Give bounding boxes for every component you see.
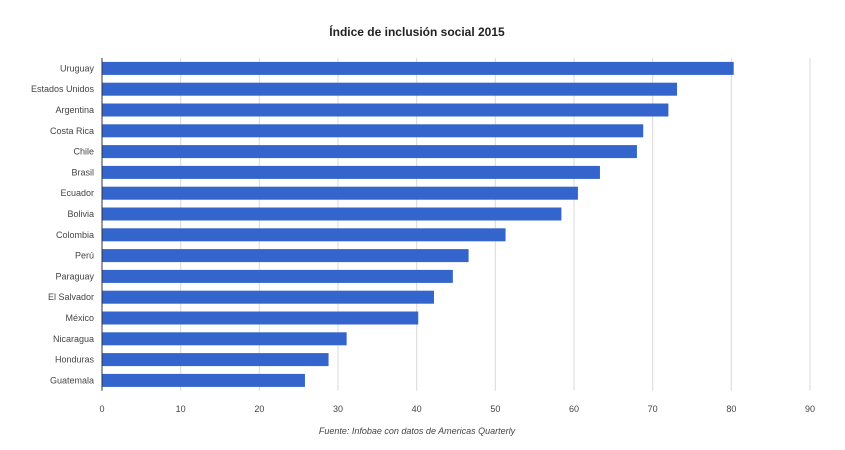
bar xyxy=(102,103,669,117)
chart-title: Índice de inclusión social 2015 xyxy=(329,24,505,39)
bar xyxy=(102,124,644,138)
x-tick-label: 40 xyxy=(412,404,422,414)
category-labels: Uruguay Estados Unidos Argentina Costa Rica… xyxy=(31,63,95,385)
bar xyxy=(102,290,434,304)
category-label: Perú xyxy=(75,251,94,261)
bar xyxy=(102,82,678,96)
category-label: Ecuador xyxy=(60,188,94,198)
x-tick-label: 10 xyxy=(176,404,186,414)
category-label: Costa Rica xyxy=(50,126,94,136)
x-tick-label: 90 xyxy=(805,404,815,414)
category-label: Estados Unidos xyxy=(31,84,95,94)
category-label: Bolivia xyxy=(67,209,94,219)
bar xyxy=(102,353,329,367)
source-note: Fuente: Infobae con datos de Americas Qu… xyxy=(319,426,516,436)
category-label: México xyxy=(65,313,94,323)
category-label: Brasil xyxy=(71,167,94,177)
x-tick-labels: 0 10 20 30 40 50 60 70 80 90 xyxy=(99,404,815,414)
x-tick-label: 60 xyxy=(569,404,579,414)
x-tick-label: 30 xyxy=(333,404,343,414)
category-label: Paraguay xyxy=(55,271,94,281)
category-label: Argentina xyxy=(55,105,94,115)
bar xyxy=(102,373,305,387)
x-tick-label: 70 xyxy=(648,404,658,414)
category-label: El Salvador xyxy=(48,292,94,302)
category-label: Chile xyxy=(73,147,94,157)
bar xyxy=(102,145,637,159)
x-tick-label: 80 xyxy=(726,404,736,414)
category-label: Uruguay xyxy=(60,63,95,73)
bar xyxy=(102,332,347,346)
bar xyxy=(102,207,562,221)
x-tick-label: 0 xyxy=(99,404,104,414)
category-label: Guatemala xyxy=(50,375,94,385)
bar xyxy=(102,269,453,283)
bar xyxy=(102,186,578,200)
category-label: Honduras xyxy=(55,355,95,365)
x-tick-label: 20 xyxy=(254,404,264,414)
bar xyxy=(102,249,469,263)
category-label: Nicaragua xyxy=(53,334,94,344)
bar xyxy=(102,165,600,179)
category-label: Colombia xyxy=(56,230,94,240)
bars xyxy=(102,61,734,387)
bar xyxy=(102,311,419,325)
bar xyxy=(102,228,506,242)
bar xyxy=(102,61,734,75)
x-tick-label: 50 xyxy=(490,404,500,414)
